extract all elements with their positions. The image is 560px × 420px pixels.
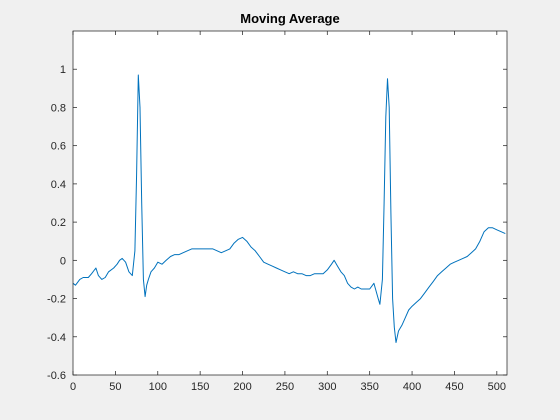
y-tick-label: 0.8: [51, 102, 66, 114]
x-tick-label: 0: [70, 381, 76, 393]
y-tick-label: -0.2: [47, 294, 66, 306]
y-tick-label: -0.4: [47, 332, 66, 344]
chart-marks: [72, 74, 506, 343]
series-line-0: [72, 74, 506, 343]
x-tick-label: 50: [109, 381, 121, 393]
axes-box: [72, 30, 508, 376]
x-axis: 0 50 100 150 200 250 300 350 400 450 500: [70, 31, 506, 393]
x-tick-label: 250: [276, 381, 294, 393]
y-tick-label: -0.6: [47, 370, 66, 382]
x-tick-label: 200: [233, 381, 251, 393]
x-tick-label: 300: [318, 381, 336, 393]
x-tick-label: 400: [403, 381, 421, 393]
y-tick-label: 0.4: [51, 179, 66, 191]
chart-title: Moving Average: [240, 11, 339, 26]
y-tick-label: 0.6: [51, 141, 66, 153]
y-tick-label: 0: [60, 255, 66, 267]
plot-area: [73, 31, 507, 375]
y-axis: -0.6 -0.4 -0.2 0 0.2 0.4 0.6 0.8 1: [47, 64, 507, 382]
y-tick-label: 0.2: [51, 217, 66, 229]
x-tick-label: 500: [488, 381, 506, 393]
y-tick-label: 1: [60, 64, 66, 76]
x-tick-label: 150: [191, 381, 209, 393]
x-tick-label: 100: [149, 381, 167, 393]
x-tick-label: 450: [445, 381, 463, 393]
x-tick-label: 350: [361, 381, 379, 393]
